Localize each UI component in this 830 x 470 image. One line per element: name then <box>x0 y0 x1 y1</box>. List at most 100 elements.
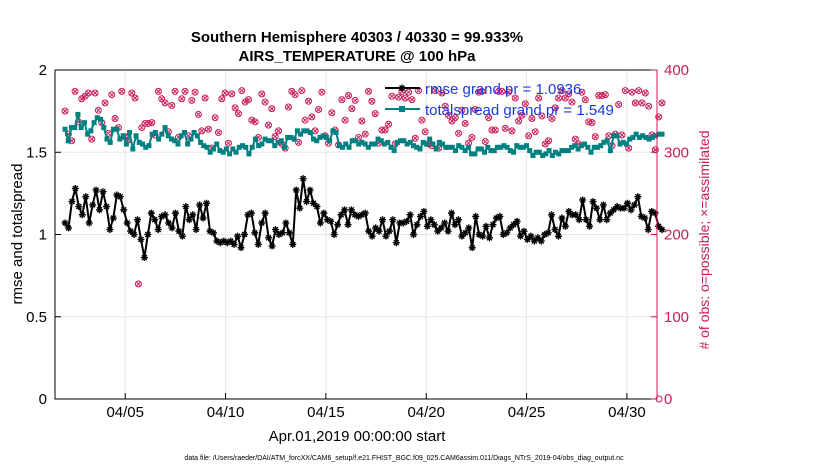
totalspread-point <box>620 139 626 145</box>
totalspread-point <box>117 136 123 142</box>
totalspread-point <box>659 131 665 137</box>
rmse-point <box>171 209 179 217</box>
obs-assimilated-point <box>526 133 531 139</box>
obs-assimilated-point <box>106 130 111 136</box>
rmse-point <box>365 227 373 235</box>
obs-possible-point <box>468 133 476 141</box>
legend: rmse grand pr = 1.0936 totalspread grand… <box>385 81 614 119</box>
obs-possible-point <box>511 94 519 102</box>
rmse-point <box>258 219 266 227</box>
rmse-point <box>99 188 107 196</box>
totalspread-point <box>146 143 152 149</box>
y-tick-label: 2 <box>39 62 47 79</box>
rmse-point <box>482 222 490 230</box>
obs-possible-point <box>521 100 529 108</box>
rmse-point <box>316 219 324 227</box>
y-right-tick-label: 200 <box>664 227 689 244</box>
rmse-point <box>606 209 614 217</box>
obs-assimilated-point <box>492 127 498 133</box>
obs-possible-point <box>264 121 272 129</box>
totalspread-point <box>78 125 84 131</box>
obs-assimilated-point <box>62 108 68 114</box>
obs-possible-point <box>388 92 396 100</box>
y-tick-label: 0.5 <box>26 309 47 326</box>
rmse-point <box>234 232 242 240</box>
rmse-point <box>558 214 566 222</box>
obs-assimilated-point <box>109 92 115 98</box>
obs-possible-point <box>551 104 559 112</box>
obs-assimilated-point <box>566 91 571 97</box>
obs-assimilated-point <box>276 128 281 134</box>
obs-assimilated-point <box>456 130 461 136</box>
totalspread-point <box>594 144 600 150</box>
obs-assimilated-point <box>269 106 275 112</box>
rmse-point <box>451 221 459 229</box>
obs-assimilated-point <box>239 88 245 93</box>
obs-assimilated-point <box>339 97 345 102</box>
rmse-point <box>630 201 638 209</box>
rmse-point <box>379 216 387 224</box>
obs-assimilated-point <box>292 92 298 98</box>
totalspread-point <box>578 143 584 149</box>
totalspread-point <box>514 143 520 149</box>
totalspread-point <box>433 146 439 152</box>
totalspread-point <box>588 149 594 155</box>
totalspread-point <box>130 146 136 152</box>
totalspread-point <box>491 148 497 154</box>
rmse-point <box>134 216 141 224</box>
totalspread-point <box>443 144 449 150</box>
totalspread-point <box>233 149 239 155</box>
rmse-point <box>523 235 531 243</box>
totalspread-point <box>624 141 630 147</box>
obs-assimilated-point <box>349 106 355 112</box>
totalspread-point <box>294 128 300 134</box>
obs-assimilated-point <box>559 88 565 93</box>
totalspread-point <box>604 138 610 144</box>
y-axis-ticks: 0 0.5 1 1.5 2 <box>26 62 61 408</box>
obs-possible-point <box>361 130 369 138</box>
obs-possible-point <box>501 124 509 132</box>
totalspread-point <box>62 126 68 132</box>
legend-totalspread-label: totalspread grand pr = 1.549 <box>425 102 614 119</box>
rmse-point <box>375 227 383 235</box>
obs-assimilated-point <box>89 136 95 142</box>
totalspread-point <box>382 141 388 147</box>
rmse-point <box>61 219 69 227</box>
rmse-point <box>265 234 273 242</box>
obs-possible-point <box>655 113 663 121</box>
rmse-point <box>420 207 428 215</box>
obs-possible-point <box>301 116 309 124</box>
obs-possible-point <box>228 90 236 98</box>
rmse-point <box>627 206 635 214</box>
obs-assimilated-point <box>369 98 375 104</box>
obs-possible-point <box>328 109 336 117</box>
totalspread-point <box>114 126 120 132</box>
totalspread-point <box>201 143 207 149</box>
obs-assimilated-point <box>189 98 195 103</box>
obs-assimilated-point <box>579 89 585 95</box>
totalspread-point <box>585 144 591 150</box>
obs-assimilated-point <box>372 111 378 116</box>
totalspread-point <box>346 144 352 150</box>
obs-possible-point <box>168 101 176 109</box>
rmse-point <box>268 242 276 250</box>
obs-possible-point <box>631 99 639 107</box>
obs-possible-point <box>181 87 189 95</box>
totalspread-point <box>259 141 265 147</box>
obs-assimilated-point <box>509 128 515 134</box>
rmse-point <box>247 209 255 217</box>
totalspread-point <box>81 120 87 126</box>
totalspread-point <box>311 136 317 142</box>
rmse-point <box>161 211 169 219</box>
legend-totalspread-marker <box>399 106 405 112</box>
obs-possible-point <box>461 119 469 127</box>
totalspread-point <box>243 144 249 150</box>
obs-possible-point <box>615 101 623 109</box>
rmse-point <box>140 254 148 262</box>
rmse-point <box>251 229 259 237</box>
chart-title-line1: Southern Hemisphere 40303 / 40330 = 99.9… <box>191 29 523 46</box>
rmse-point <box>123 219 131 227</box>
rmse-point <box>434 227 442 235</box>
totalspread-point <box>165 133 171 139</box>
